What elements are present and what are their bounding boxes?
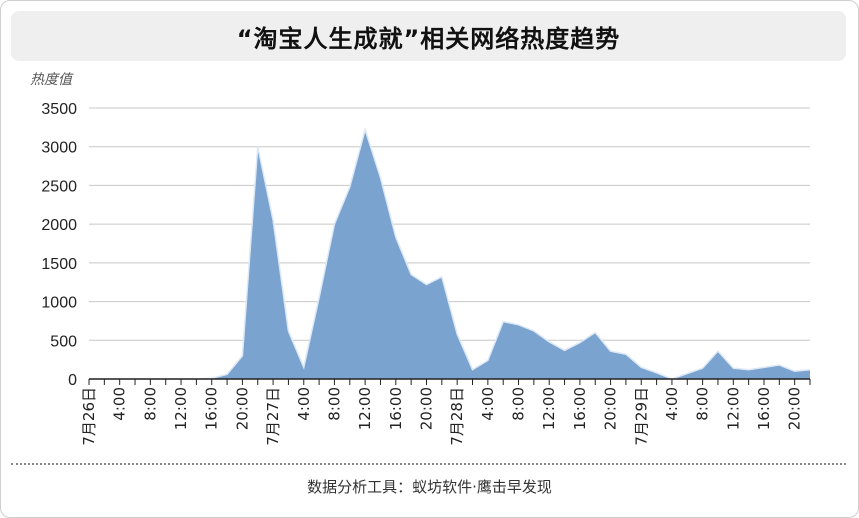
y-axis-title: 热度值 <box>30 72 74 88</box>
chart-title: “淘宝人生成就”相关网络热度趋势 <box>236 24 621 53</box>
x-tick-label: 20:00 <box>602 387 620 430</box>
y-tick-label: 2500 <box>41 178 77 195</box>
x-tick-label: 8:00 <box>694 387 712 421</box>
x-tick-label: 16:00 <box>203 387 221 430</box>
x-tick-label: 12:00 <box>172 387 190 430</box>
x-tick-label: 7月29日 <box>632 387 650 446</box>
y-tick-label: 500 <box>50 333 77 350</box>
y-tick-label: 0 <box>68 372 77 389</box>
x-tick-label: 16:00 <box>387 387 405 430</box>
divider-line <box>11 463 846 465</box>
x-tick-label: 4:00 <box>479 387 497 421</box>
x-tick-label: 8:00 <box>510 387 528 421</box>
y-tick-label: 1500 <box>41 256 77 273</box>
area-series <box>89 129 810 379</box>
x-tick-label: 16:00 <box>755 387 773 430</box>
title-bar: “淘宝人生成就”相关网络热度趋势 <box>11 11 846 61</box>
y-tick-label: 2000 <box>41 217 77 234</box>
x-tick-label: 12:00 <box>724 387 742 430</box>
y-tick-label: 1000 <box>41 295 77 312</box>
source-caption: 数据分析工具：蚁坊软件·鹰击早发现 <box>307 478 552 496</box>
x-tick-label: 16:00 <box>571 387 589 430</box>
x-tick-label: 8:00 <box>325 387 343 421</box>
x-tick-label: 20:00 <box>786 387 804 430</box>
x-tick-label: 12:00 <box>540 387 558 430</box>
x-tick-label: 4:00 <box>111 387 129 421</box>
x-tick-label: 12:00 <box>356 387 374 430</box>
x-tick-label: 20:00 <box>417 387 435 430</box>
x-tick-label: 7月27日 <box>264 387 282 446</box>
x-tick-label: 20:00 <box>233 387 251 430</box>
x-tick-label: 4:00 <box>295 387 313 421</box>
x-tick-label: 7月28日 <box>448 387 466 446</box>
x-tick-label: 4:00 <box>663 387 681 421</box>
x-tick-label: 8:00 <box>141 387 159 421</box>
y-tick-label: 3000 <box>41 140 77 157</box>
x-tick-label: 7月26日 <box>80 387 98 446</box>
y-tick-label: 3500 <box>41 101 77 118</box>
